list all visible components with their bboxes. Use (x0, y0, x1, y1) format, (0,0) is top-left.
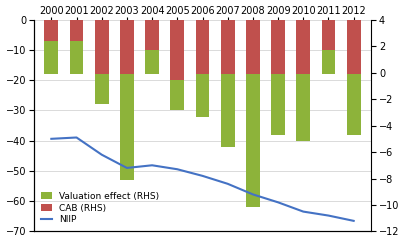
Bar (221, 20, 234, 74)
Bar (120, 74, 134, 180)
Bar (171, 80, 184, 111)
Bar (221, 74, 234, 147)
Bar (246, 20, 260, 74)
Line: NIIP: NIIP (51, 138, 354, 221)
Bar (95, 20, 109, 74)
NIIP (74, 136, 79, 139)
Bar (70, 20, 83, 74)
Bar (246, 74, 260, 207)
Bar (271, 20, 285, 74)
Bar (45, 20, 58, 74)
NIIP (200, 174, 205, 177)
Bar (120, 20, 134, 74)
NIIP (225, 182, 230, 185)
Bar (70, 41, 83, 74)
Bar (196, 20, 209, 74)
NIIP (250, 193, 255, 196)
NIIP (351, 219, 356, 222)
Bar (296, 74, 310, 141)
Bar (322, 50, 335, 74)
Bar (145, 50, 159, 74)
NIIP (124, 166, 129, 169)
NIIP (175, 168, 180, 171)
Bar (196, 74, 209, 116)
Bar (171, 20, 184, 80)
Legend: Valuation effect (RHS), CAB (RHS), NIIP: Valuation effect (RHS), CAB (RHS), NIIP (38, 189, 162, 227)
Bar (145, 20, 159, 74)
NIIP (301, 210, 306, 213)
Bar (347, 20, 360, 74)
NIIP (276, 201, 281, 204)
Bar (95, 74, 109, 104)
NIIP (150, 164, 155, 167)
NIIP (326, 214, 331, 217)
Bar (347, 74, 360, 135)
Bar (322, 20, 335, 74)
Bar (45, 41, 58, 74)
Bar (271, 74, 285, 135)
NIIP (49, 137, 54, 140)
NIIP (99, 153, 104, 156)
Bar (296, 20, 310, 74)
